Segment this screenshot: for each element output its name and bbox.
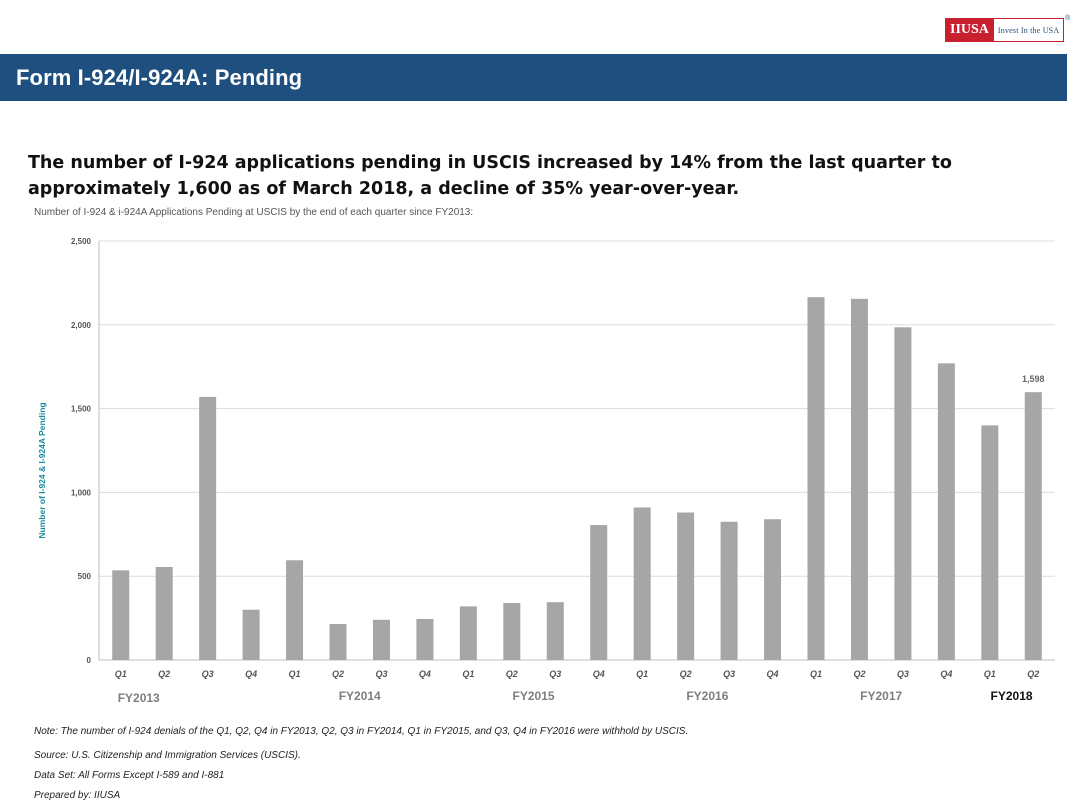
bar [807,297,825,660]
x-group-label: FY2016 [686,689,728,703]
x-tick-label: Q4 [245,669,257,679]
logo-mark: IIUSA [945,18,994,42]
x-tick-label: Q4 [593,669,605,679]
bar [112,570,130,660]
bar [199,396,217,660]
y-tick-label: 2,500 [71,237,92,246]
logo-registered-mark: ® [1065,15,1071,22]
bar [503,603,521,660]
bar [850,298,868,660]
x-tick-label: Q1 [462,669,474,679]
bar [894,327,912,660]
x-tick-label: Q1 [636,669,648,679]
y-tick-label: 1,000 [71,488,92,497]
x-tick-label: Q2 [680,669,692,679]
y-axis-title: Number of I-924 & I-924A Pending [37,402,47,538]
bar [372,619,390,660]
x-tick-label: Q2 [158,669,170,679]
bar [329,623,347,660]
x-group-label: FY2017 [860,689,902,703]
x-tick-label: Q2 [853,669,865,679]
x-tick-label: Q2 [506,669,518,679]
x-group-label: FY2013 [118,691,160,705]
x-tick-label: Q1 [810,669,822,679]
bar [764,519,782,660]
data-label: 1,598 [1022,374,1045,384]
bar [937,363,955,660]
bar [242,609,260,660]
title-banner: Form I-924/I-924A: Pending [0,54,1067,101]
bar [1024,392,1042,660]
bar [590,525,608,660]
page-title: Form I-924/I-924A: Pending [16,65,303,90]
x-tick-label: Q1 [289,669,301,679]
bar [546,602,564,660]
note-text: Note: The number of I-924 denials of the… [34,726,689,737]
x-tick-label: Q1 [984,669,996,679]
source-text: Source: U.S. Citizenship and Immigration… [34,750,301,761]
bar [416,618,434,660]
iiusa-logo: IIUSA Invest In the USA ® [945,15,1070,42]
x-tick-label: Q2 [332,669,344,679]
prepared-by-text: Prepared by: IIUSA [34,790,121,801]
bar [286,560,304,660]
bar [155,566,173,660]
bar [459,606,477,660]
chart-subtitle: Number of I-924 & i-924A Applications Pe… [34,207,474,218]
x-tick-label: Q3 [723,669,735,679]
x-tick-label: Q3 [202,669,214,679]
x-tick-label: Q1 [115,669,127,679]
y-tick-label: 0 [87,656,92,665]
bar [677,512,695,660]
bar [720,521,738,660]
logo-text: Invest In the USA [993,18,1065,42]
bar [633,507,651,660]
x-tick-label: Q3 [375,669,387,679]
x-group-label: FY2014 [339,689,381,703]
x-tick-label: Q4 [940,669,952,679]
x-tick-label: Q4 [419,669,431,679]
x-group-label: FY2018 [991,689,1033,703]
y-tick-label: 500 [78,572,92,581]
y-tick-label: 1,500 [71,405,92,414]
x-tick-label: Q3 [897,669,909,679]
dataset-text: Data Set: All Forms Except I-589 and I-8… [34,770,225,781]
x-tick-label: Q3 [549,669,561,679]
x-tick-label: Q4 [767,669,779,679]
headline: The number of I-924 applications pending… [28,153,952,199]
x-tick-label: Q2 [1027,669,1039,679]
bar [981,425,999,660]
x-group-label: FY2015 [513,689,555,703]
y-tick-label: 2,000 [71,321,92,330]
bar-chart: 0 500 1,000 1,500 2,000 2,500 Q1 Q2 Q3 Q4 Q1 Q2 Q3 Q4… [37,237,1055,705]
